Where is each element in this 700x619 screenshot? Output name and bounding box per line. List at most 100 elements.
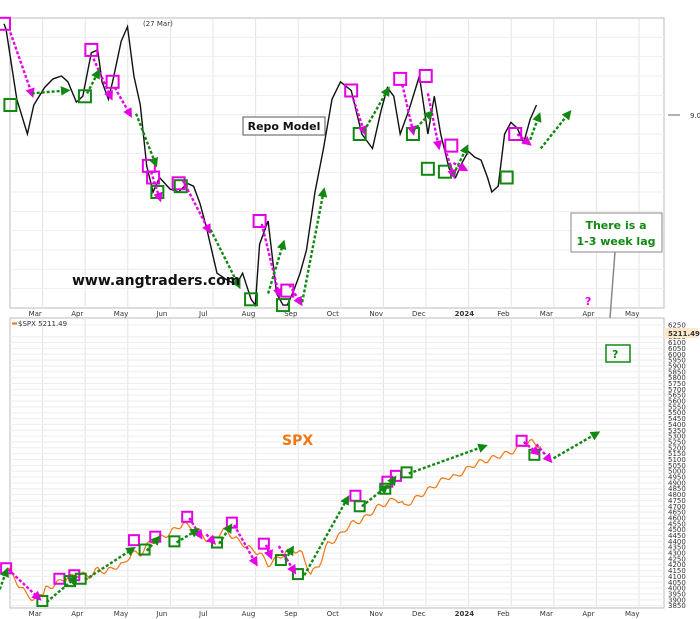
bottom-x-tick: Apr [582, 610, 594, 618]
bottom-trough-marker [400, 466, 413, 479]
top-x-tick: Jul [198, 310, 208, 318]
top-up-arrow [134, 113, 158, 168]
top-x-tick: Aug [242, 310, 256, 318]
bottom-x-tick: Aug [242, 610, 256, 618]
y-tick-label: 4100 [668, 573, 686, 581]
top-up-arrow [301, 187, 328, 303]
lag-callout-pointer [609, 251, 616, 319]
y-tick-label: 6050 [668, 345, 686, 353]
bottom-x-tick: Nov [369, 610, 383, 618]
y-tick-label: 5200 [668, 444, 686, 452]
top-down-arrow [181, 179, 211, 234]
top-x-tick: Apr [71, 310, 83, 318]
bottom-peak-marker [127, 534, 140, 547]
bottom-x-tick: May [114, 610, 128, 618]
bottom-trough-marker [138, 543, 151, 556]
question-mark-top: ? [585, 295, 591, 308]
top-up-arrow [528, 112, 542, 141]
y-tick-label: 5900 [668, 362, 686, 370]
top-right-value: 9.0 [690, 112, 700, 120]
y-tick-label: 4700 [668, 503, 686, 511]
top-x-tick: Nov [369, 310, 383, 318]
bottom-down-arrow [205, 533, 216, 545]
y-tick-label: 4400 [668, 538, 686, 546]
bottom-down-arrow [522, 441, 541, 456]
spx-legend: $SPX 5211.49 [18, 320, 67, 328]
bottom-y-tick-labels: 6250615061006050600059505900585058005750… [668, 322, 686, 611]
y-tick-label: 5950 [668, 357, 686, 365]
watermark-text: www.angtraders.com [72, 273, 240, 289]
y-tick-label: 5850 [668, 368, 686, 376]
bottom-up-arrow [552, 431, 601, 460]
top-peak-marker [0, 16, 11, 31]
repo-model-title-box [242, 116, 326, 136]
bottom-x-tick: Dec [412, 610, 426, 618]
y-tick-label: 4500 [668, 526, 686, 534]
top-peak-marker [105, 74, 120, 89]
question-mark-bottom-box [605, 344, 631, 363]
bottom-x-tick: Jul [198, 610, 208, 618]
y-tick-label: 3850 [668, 602, 686, 610]
top-peak-marker [508, 127, 523, 141]
top-peak-marker [393, 71, 408, 86]
last-value-label: 5211.49 [668, 330, 700, 338]
bottom-up-arrow [386, 475, 397, 490]
bottom-grid [10, 318, 664, 608]
bottom-up-arrow [284, 545, 295, 561]
top-down-arrow [352, 98, 368, 136]
y-tick-label: 5550 [668, 403, 686, 411]
bottom-x-tick: Oct [327, 610, 339, 618]
top-grid [10, 18, 664, 308]
y-tick-label: 4050 [668, 579, 686, 587]
top-date-note: (27 Mar) [143, 20, 173, 28]
bottom-x-tick: Mar [29, 610, 42, 618]
y-tick-label: 4950 [668, 474, 686, 482]
top-up-arrow [539, 109, 572, 150]
y-tick-label: 5350 [668, 427, 686, 435]
top-down-arrow [260, 223, 283, 299]
bottom-down-arrow [7, 568, 42, 601]
y-tick-label: 5750 [668, 380, 686, 388]
top-peak-marker [444, 138, 459, 153]
top-down-arrow [92, 58, 113, 101]
repo-model-title: Repo Model [248, 120, 321, 133]
bottom-x-tick: Sep [284, 610, 298, 618]
top-down-arrow [401, 84, 417, 136]
top-up-arrow [31, 86, 71, 96]
y-tick-label: 5300 [668, 433, 686, 441]
top-trough-marker [244, 292, 259, 307]
top-up-arrow [209, 229, 241, 290]
bottom-trough-marker [168, 535, 181, 548]
y-tick-label: 5800 [668, 374, 686, 382]
bottom-x-tick-labels: Mar Apr May Jun Jul Aug Sep Oct Nov Dec 2024 Feb Mar… [29, 610, 640, 618]
y-tick-label: 4300 [668, 550, 686, 558]
lag-callout-line-1: There is a [585, 219, 646, 232]
top-x-tick: 2024 [455, 310, 475, 318]
bottom-up-arrow [145, 535, 161, 552]
y-tick-label: 6000 [668, 351, 686, 359]
y-tick-label: 5650 [668, 392, 686, 400]
bottom-peak-marker [257, 537, 270, 550]
top-trough-marker [77, 89, 92, 104]
top-x-tick: Jun [155, 310, 167, 318]
y-tick-label: 5400 [668, 421, 686, 429]
bottom-x-tick: Mar [540, 610, 553, 618]
lag-callout-line-2: 1-3 week lag [577, 235, 656, 248]
top-x-tick: Apr [582, 310, 594, 318]
top-peak-marker [344, 83, 359, 98]
lag-callout-box [570, 212, 663, 253]
y-tick-label: 4650 [668, 509, 686, 517]
top-down-arrow [443, 148, 457, 180]
y-tick-label: 4250 [668, 555, 686, 563]
y-tick-label: 5250 [668, 438, 686, 446]
y-tick-label: 4000 [668, 585, 686, 593]
top-up-arrow [412, 110, 434, 132]
bottom-down-arrow [263, 544, 273, 560]
y-tick-label: 4800 [668, 491, 686, 499]
y-tick-label: 5450 [668, 415, 686, 423]
top-trough-marker [420, 161, 435, 176]
y-tick-label: 5700 [668, 386, 686, 394]
bottom-up-arrow [175, 528, 200, 544]
bottom-x-tick: Apr [71, 610, 83, 618]
